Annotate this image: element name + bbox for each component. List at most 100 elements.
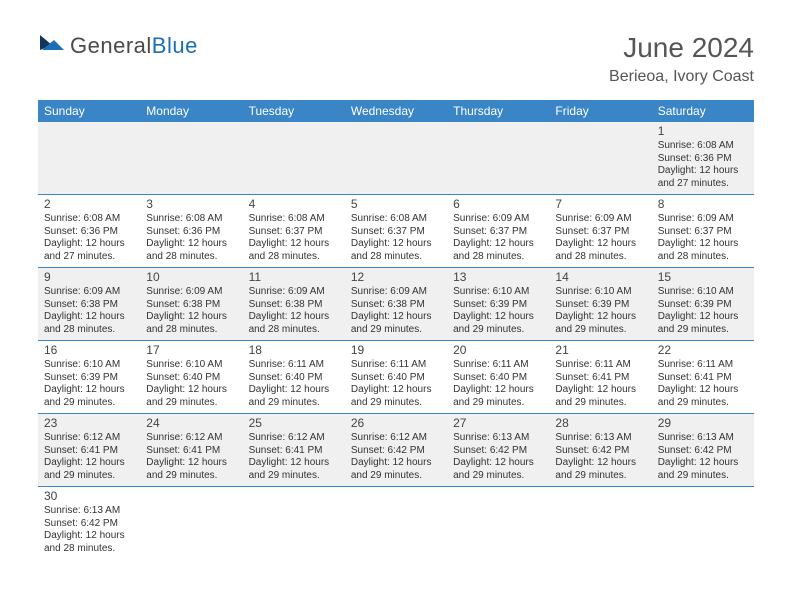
sunrise-text: Sunrise: 6:09 AM (658, 213, 748, 226)
daylight-text: Daylight: 12 hours (555, 457, 645, 470)
day-number: 28 (555, 416, 645, 431)
day-number: 2 (44, 197, 134, 212)
sunrise-text: Sunrise: 6:10 AM (453, 286, 543, 299)
sunset-text: Sunset: 6:40 PM (146, 372, 236, 385)
calendar-day-cell: 19Sunrise: 6:11 AMSunset: 6:40 PMDayligh… (345, 341, 447, 414)
day-number: 14 (555, 270, 645, 285)
sunrise-text: Sunrise: 6:12 AM (44, 432, 134, 445)
calendar-day-cell: 25Sunrise: 6:12 AMSunset: 6:41 PMDayligh… (243, 414, 345, 487)
sunset-text: Sunset: 6:36 PM (146, 226, 236, 239)
day-number: 30 (44, 489, 134, 504)
day-number: 1 (658, 124, 748, 139)
calendar-day-cell: 8Sunrise: 6:09 AMSunset: 6:37 PMDaylight… (652, 195, 754, 268)
sunrise-text: Sunrise: 6:08 AM (658, 140, 748, 153)
calendar-day-cell: 4Sunrise: 6:08 AMSunset: 6:37 PMDaylight… (243, 195, 345, 268)
calendar-day-cell (345, 122, 447, 195)
daylight-text: Daylight: 12 hours (453, 238, 543, 251)
sunset-text: Sunset: 6:41 PM (44, 445, 134, 458)
sunrise-text: Sunrise: 6:11 AM (658, 359, 748, 372)
daylight-text: Daylight: 12 hours (453, 384, 543, 397)
day-header: Wednesday (345, 100, 447, 122)
calendar-day-cell (243, 122, 345, 195)
sunrise-text: Sunrise: 6:12 AM (146, 432, 236, 445)
sunset-text: Sunset: 6:36 PM (658, 153, 748, 166)
calendar-day-cell: 29Sunrise: 6:13 AMSunset: 6:42 PMDayligh… (652, 414, 754, 487)
day-header: Friday (549, 100, 651, 122)
daylight-text: Daylight: 12 hours (555, 384, 645, 397)
sunrise-text: Sunrise: 6:10 AM (658, 286, 748, 299)
daylight-text: Daylight: 12 hours (249, 238, 339, 251)
page-title: June 2024 (609, 32, 754, 64)
sunset-text: Sunset: 6:38 PM (351, 299, 441, 312)
daylight-text: and 29 minutes. (453, 470, 543, 483)
calendar-table: Sunday Monday Tuesday Wednesday Thursday… (38, 100, 754, 559)
daylight-text: Daylight: 12 hours (44, 530, 134, 543)
calendar-week-row: 30Sunrise: 6:13 AMSunset: 6:42 PMDayligh… (38, 487, 754, 560)
sunset-text: Sunset: 6:39 PM (555, 299, 645, 312)
daylight-text: Daylight: 12 hours (249, 457, 339, 470)
sunrise-text: Sunrise: 6:11 AM (351, 359, 441, 372)
day-number: 12 (351, 270, 441, 285)
sunset-text: Sunset: 6:39 PM (658, 299, 748, 312)
sunrise-text: Sunrise: 6:13 AM (658, 432, 748, 445)
calendar-day-cell (38, 122, 140, 195)
daylight-text: and 29 minutes. (555, 397, 645, 410)
day-number: 13 (453, 270, 543, 285)
sunrise-text: Sunrise: 6:10 AM (44, 359, 134, 372)
sunrise-text: Sunrise: 6:11 AM (555, 359, 645, 372)
daylight-text: and 28 minutes. (146, 251, 236, 264)
daylight-text: Daylight: 12 hours (453, 311, 543, 324)
day-header-row: Sunday Monday Tuesday Wednesday Thursday… (38, 100, 754, 122)
sunrise-text: Sunrise: 6:09 AM (44, 286, 134, 299)
calendar-day-cell: 27Sunrise: 6:13 AMSunset: 6:42 PMDayligh… (447, 414, 549, 487)
logo-part1: General (70, 33, 152, 58)
calendar-day-cell: 12Sunrise: 6:09 AMSunset: 6:38 PMDayligh… (345, 268, 447, 341)
daylight-text: and 29 minutes. (44, 397, 134, 410)
sunrise-text: Sunrise: 6:13 AM (453, 432, 543, 445)
sunset-text: Sunset: 6:42 PM (453, 445, 543, 458)
sunset-text: Sunset: 6:42 PM (658, 445, 748, 458)
calendar-day-cell (549, 122, 651, 195)
daylight-text: and 29 minutes. (453, 397, 543, 410)
sunrise-text: Sunrise: 6:08 AM (44, 213, 134, 226)
sunrise-text: Sunrise: 6:11 AM (249, 359, 339, 372)
day-number: 15 (658, 270, 748, 285)
sunrise-text: Sunrise: 6:08 AM (249, 213, 339, 226)
daylight-text: and 28 minutes. (146, 324, 236, 337)
daylight-text: Daylight: 12 hours (555, 311, 645, 324)
day-number: 11 (249, 270, 339, 285)
daylight-text: and 29 minutes. (658, 397, 748, 410)
day-number: 7 (555, 197, 645, 212)
logo-text: GeneralBlue (70, 33, 198, 59)
daylight-text: and 29 minutes. (658, 470, 748, 483)
sunrise-text: Sunrise: 6:09 AM (453, 213, 543, 226)
day-number: 27 (453, 416, 543, 431)
daylight-text: Daylight: 12 hours (146, 311, 236, 324)
daylight-text: Daylight: 12 hours (351, 238, 441, 251)
calendar-day-cell: 11Sunrise: 6:09 AMSunset: 6:38 PMDayligh… (243, 268, 345, 341)
daylight-text: and 28 minutes. (351, 251, 441, 264)
daylight-text: Daylight: 12 hours (453, 457, 543, 470)
calendar-day-cell (140, 487, 242, 560)
calendar-week-row: 23Sunrise: 6:12 AMSunset: 6:41 PMDayligh… (38, 414, 754, 487)
day-number: 10 (146, 270, 236, 285)
calendar-day-cell (447, 122, 549, 195)
sunrise-text: Sunrise: 6:11 AM (453, 359, 543, 372)
sunrise-text: Sunrise: 6:09 AM (146, 286, 236, 299)
daylight-text: and 27 minutes. (44, 251, 134, 264)
daylight-text: Daylight: 12 hours (146, 457, 236, 470)
daylight-text: and 27 minutes. (658, 178, 748, 191)
daylight-text: and 28 minutes. (249, 324, 339, 337)
day-number: 4 (249, 197, 339, 212)
sunset-text: Sunset: 6:41 PM (658, 372, 748, 385)
sunset-text: Sunset: 6:38 PM (249, 299, 339, 312)
daylight-text: and 28 minutes. (453, 251, 543, 264)
day-number: 20 (453, 343, 543, 358)
calendar-week-row: 16Sunrise: 6:10 AMSunset: 6:39 PMDayligh… (38, 341, 754, 414)
flag-icon (38, 32, 66, 59)
day-number: 17 (146, 343, 236, 358)
sunrise-text: Sunrise: 6:13 AM (44, 505, 134, 518)
daylight-text: Daylight: 12 hours (658, 238, 748, 251)
sunset-text: Sunset: 6:40 PM (453, 372, 543, 385)
sunrise-text: Sunrise: 6:08 AM (146, 213, 236, 226)
